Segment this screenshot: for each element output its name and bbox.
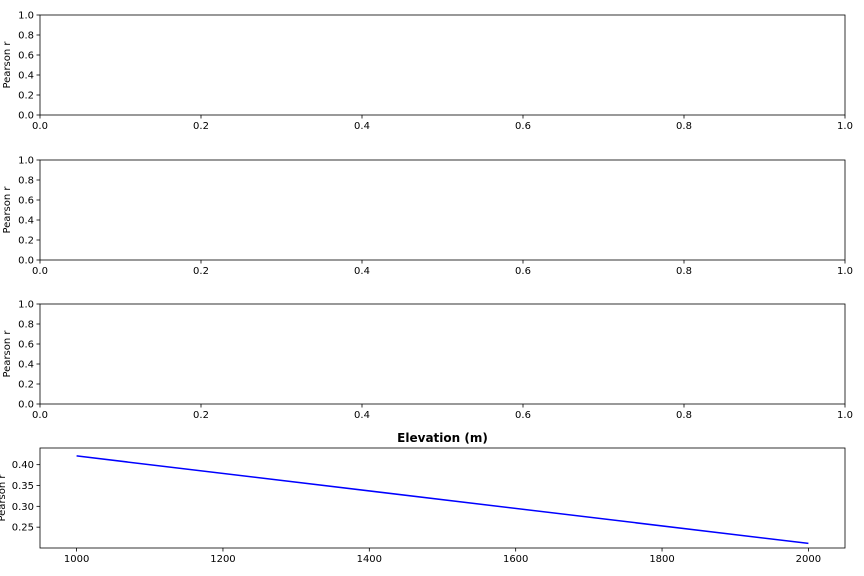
- plot-frame: [39, 447, 846, 549]
- y-tick-label: 0.6: [18, 340, 34, 351]
- plot-frame: [39, 303, 846, 405]
- x-tick-label: 1000: [64, 554, 89, 565]
- y-tick-label: 0.0: [18, 256, 34, 267]
- y-axis-label: Pearson r: [2, 186, 13, 234]
- x-tick-label: 2000: [796, 554, 821, 565]
- y-tick-label: 1.0: [18, 300, 34, 311]
- x-tick-label: 0.8: [676, 266, 692, 277]
- chart-panel-3: 0.0 0.2 0.4 0.6 0.8 1.0 0.0 0.2 0.4 0.6 0.8 1.0 Pear…: [2, 300, 853, 422]
- y-tick-label: 0.8: [18, 176, 34, 187]
- x-tick-label: 1.0: [837, 410, 853, 421]
- y-tick-label: 0.2: [18, 91, 34, 102]
- chart-panel-4: 1000 1200 1400 1600 1800 2000 0.25 0.30 0.35 0.40…: [0, 431, 846, 565]
- x-tick-label: 0.8: [676, 410, 692, 421]
- y-tick-label: 0.2: [18, 236, 34, 247]
- x-tick-label: 1200: [210, 554, 235, 565]
- x-tick-label: 0.4: [354, 266, 370, 277]
- y-tick-label: 0.0: [18, 111, 34, 122]
- chart-panel-1: 0.0 0.2 0.4 0.6 0.8 1.0 0.0 0.2 0.4 0.6 0.8 1.0 Pear…: [2, 11, 853, 133]
- x-tick-label: 1.0: [837, 121, 853, 132]
- plot-frame: [39, 14, 846, 116]
- x-tick-label: 1800: [649, 554, 674, 565]
- x-tick-label: 1600: [503, 554, 528, 565]
- y-tick-label: 0.4: [18, 71, 34, 82]
- y-tick-label: 1.0: [18, 156, 34, 167]
- x-tick-label: 1400: [357, 554, 382, 565]
- x-tick-label: 0.2: [193, 121, 209, 132]
- y-tick-label: 0.0: [18, 400, 34, 411]
- y-tick-label: 0.40: [12, 460, 34, 471]
- series-line-1: [76, 455, 809, 545]
- y-tick-label: 0.4: [18, 360, 34, 371]
- x-tick-label: 0.0: [32, 266, 48, 277]
- y-tick-label: 0.25: [12, 523, 34, 534]
- x-tick-label: 0.2: [193, 410, 209, 421]
- x-tick-label: 0.6: [515, 266, 531, 277]
- y-tick-label: 0.6: [18, 51, 34, 62]
- y-tick-label: 0.8: [18, 320, 34, 331]
- x-tick-label: 0.0: [32, 121, 48, 132]
- x-tick-label: 1.0: [837, 266, 853, 277]
- y-tick-label: 1.0: [18, 11, 34, 22]
- y-tick-label: 0.4: [18, 216, 34, 227]
- chart-panel-2: 0.0 0.2 0.4 0.6 0.8 1.0 0.0 0.2 0.4 0.6 0.8 1.0 Pear…: [2, 156, 853, 278]
- y-tick-label: 0.6: [18, 196, 34, 207]
- x-tick-label: 0.0: [32, 410, 48, 421]
- y-axis-label: Pearson r: [0, 474, 8, 522]
- y-axis-label: Pearson r: [2, 330, 13, 378]
- x-tick-label: 0.8: [676, 121, 692, 132]
- x-tick-label: 0.6: [515, 410, 531, 421]
- plot-frame: [39, 159, 846, 261]
- y-tick-label: 0.2: [18, 380, 34, 391]
- y-tick-label: 0.8: [18, 31, 34, 42]
- chart-title: Elevation (m): [397, 431, 488, 445]
- x-tick-label: 0.4: [354, 410, 370, 421]
- x-tick-label: 0.6: [515, 121, 531, 132]
- y-tick-label: 0.30: [12, 502, 34, 513]
- y-axis-label: Pearson r: [2, 41, 13, 89]
- x-tick-label: 0.4: [354, 121, 370, 132]
- x-tick-label: 0.2: [193, 266, 209, 277]
- y-tick-label: 0.35: [12, 481, 34, 492]
